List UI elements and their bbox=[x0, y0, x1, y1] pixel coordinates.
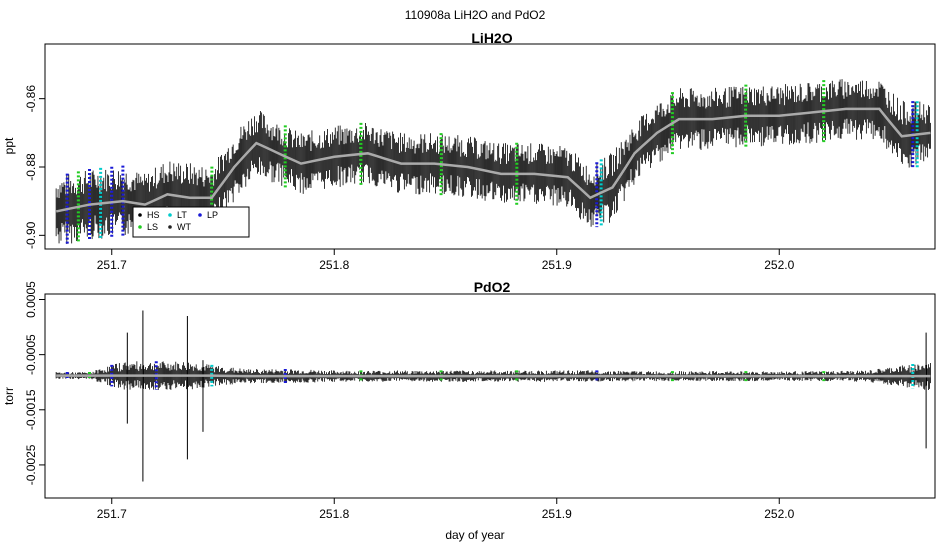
lih2o-ytick-label: -0.86 bbox=[24, 85, 38, 113]
lih2o-ytick-label: -0.88 bbox=[24, 153, 38, 181]
legend-swatch-ls bbox=[138, 225, 142, 229]
legend-swatch-lp bbox=[198, 213, 202, 217]
lih2o-xtick-label: 252.0 bbox=[764, 258, 794, 272]
legend-label-lt: LT bbox=[177, 210, 187, 220]
lih2o-legend: HS LS LT WT LP bbox=[132, 206, 250, 238]
pdo2-smoothed-line bbox=[56, 374, 931, 378]
pdo2-plot-area bbox=[55, 310, 931, 482]
pdo2-ytick-label: -0.0005 bbox=[24, 334, 38, 375]
legend-swatch-wt bbox=[168, 225, 172, 229]
lih2o-title: LiH2O bbox=[471, 30, 512, 46]
pdo2-xtick-label: 251.7 bbox=[97, 507, 127, 521]
pdo2-ytick-label: 0.0005 bbox=[24, 281, 38, 318]
pdo2-axes: 251.7 251.8 251.9 252.0 -0.0025 -0.0015 -0.000… bbox=[24, 281, 795, 521]
pdo2-xtick-label: 251.8 bbox=[319, 507, 349, 521]
legend-label-wt: WT bbox=[177, 222, 191, 232]
legend-label-lp: LP bbox=[207, 210, 218, 220]
lih2o-ytick-label: -0.90 bbox=[24, 221, 38, 249]
pdo2-xtick-label: 251.9 bbox=[542, 507, 572, 521]
pdo2-ylabel: torr bbox=[2, 387, 16, 405]
x-axis-label: day of year bbox=[445, 528, 504, 542]
legend-label-ls: LS bbox=[147, 222, 158, 232]
figure-title: 110908a LiH2O and PdO2 bbox=[405, 8, 546, 22]
lih2o-xtick-label: 251.9 bbox=[542, 258, 572, 272]
lih2o-xtick-label: 251.8 bbox=[319, 258, 349, 272]
lih2o-frame bbox=[44, 43, 936, 250]
pdo2-raw-trace bbox=[55, 310, 931, 482]
pdo2-panel: PdO2 torr 251.7 251.8 251.9 252.0 -0.0025 -0.… bbox=[2, 279, 936, 521]
lih2o-panel: LiH2O ppt 251.7 251.8 251.9 252.0 -0.90 -0.88… bbox=[2, 30, 936, 272]
pdo2-xtick-label: 252.0 bbox=[764, 507, 794, 521]
pdo2-ytick-label: -0.0025 bbox=[24, 444, 38, 485]
legend-swatch-hs bbox=[138, 213, 142, 217]
pdo2-frame bbox=[44, 293, 936, 499]
legend-label-hs: HS bbox=[147, 210, 160, 220]
lih2o-axes: 251.7 251.8 251.9 252.0 -0.90 -0.88 -0.86 bbox=[24, 85, 795, 272]
lih2o-xtick-label: 251.7 bbox=[97, 258, 127, 272]
legend-swatch-lt bbox=[168, 213, 172, 217]
pdo2-title: PdO2 bbox=[474, 279, 511, 295]
lih2o-ylabel: ppt bbox=[2, 137, 16, 154]
pdo2-ytick-label: -0.0015 bbox=[24, 389, 38, 430]
lih2o-smoothed-line bbox=[55, 107, 931, 213]
legend-box bbox=[132, 206, 250, 238]
